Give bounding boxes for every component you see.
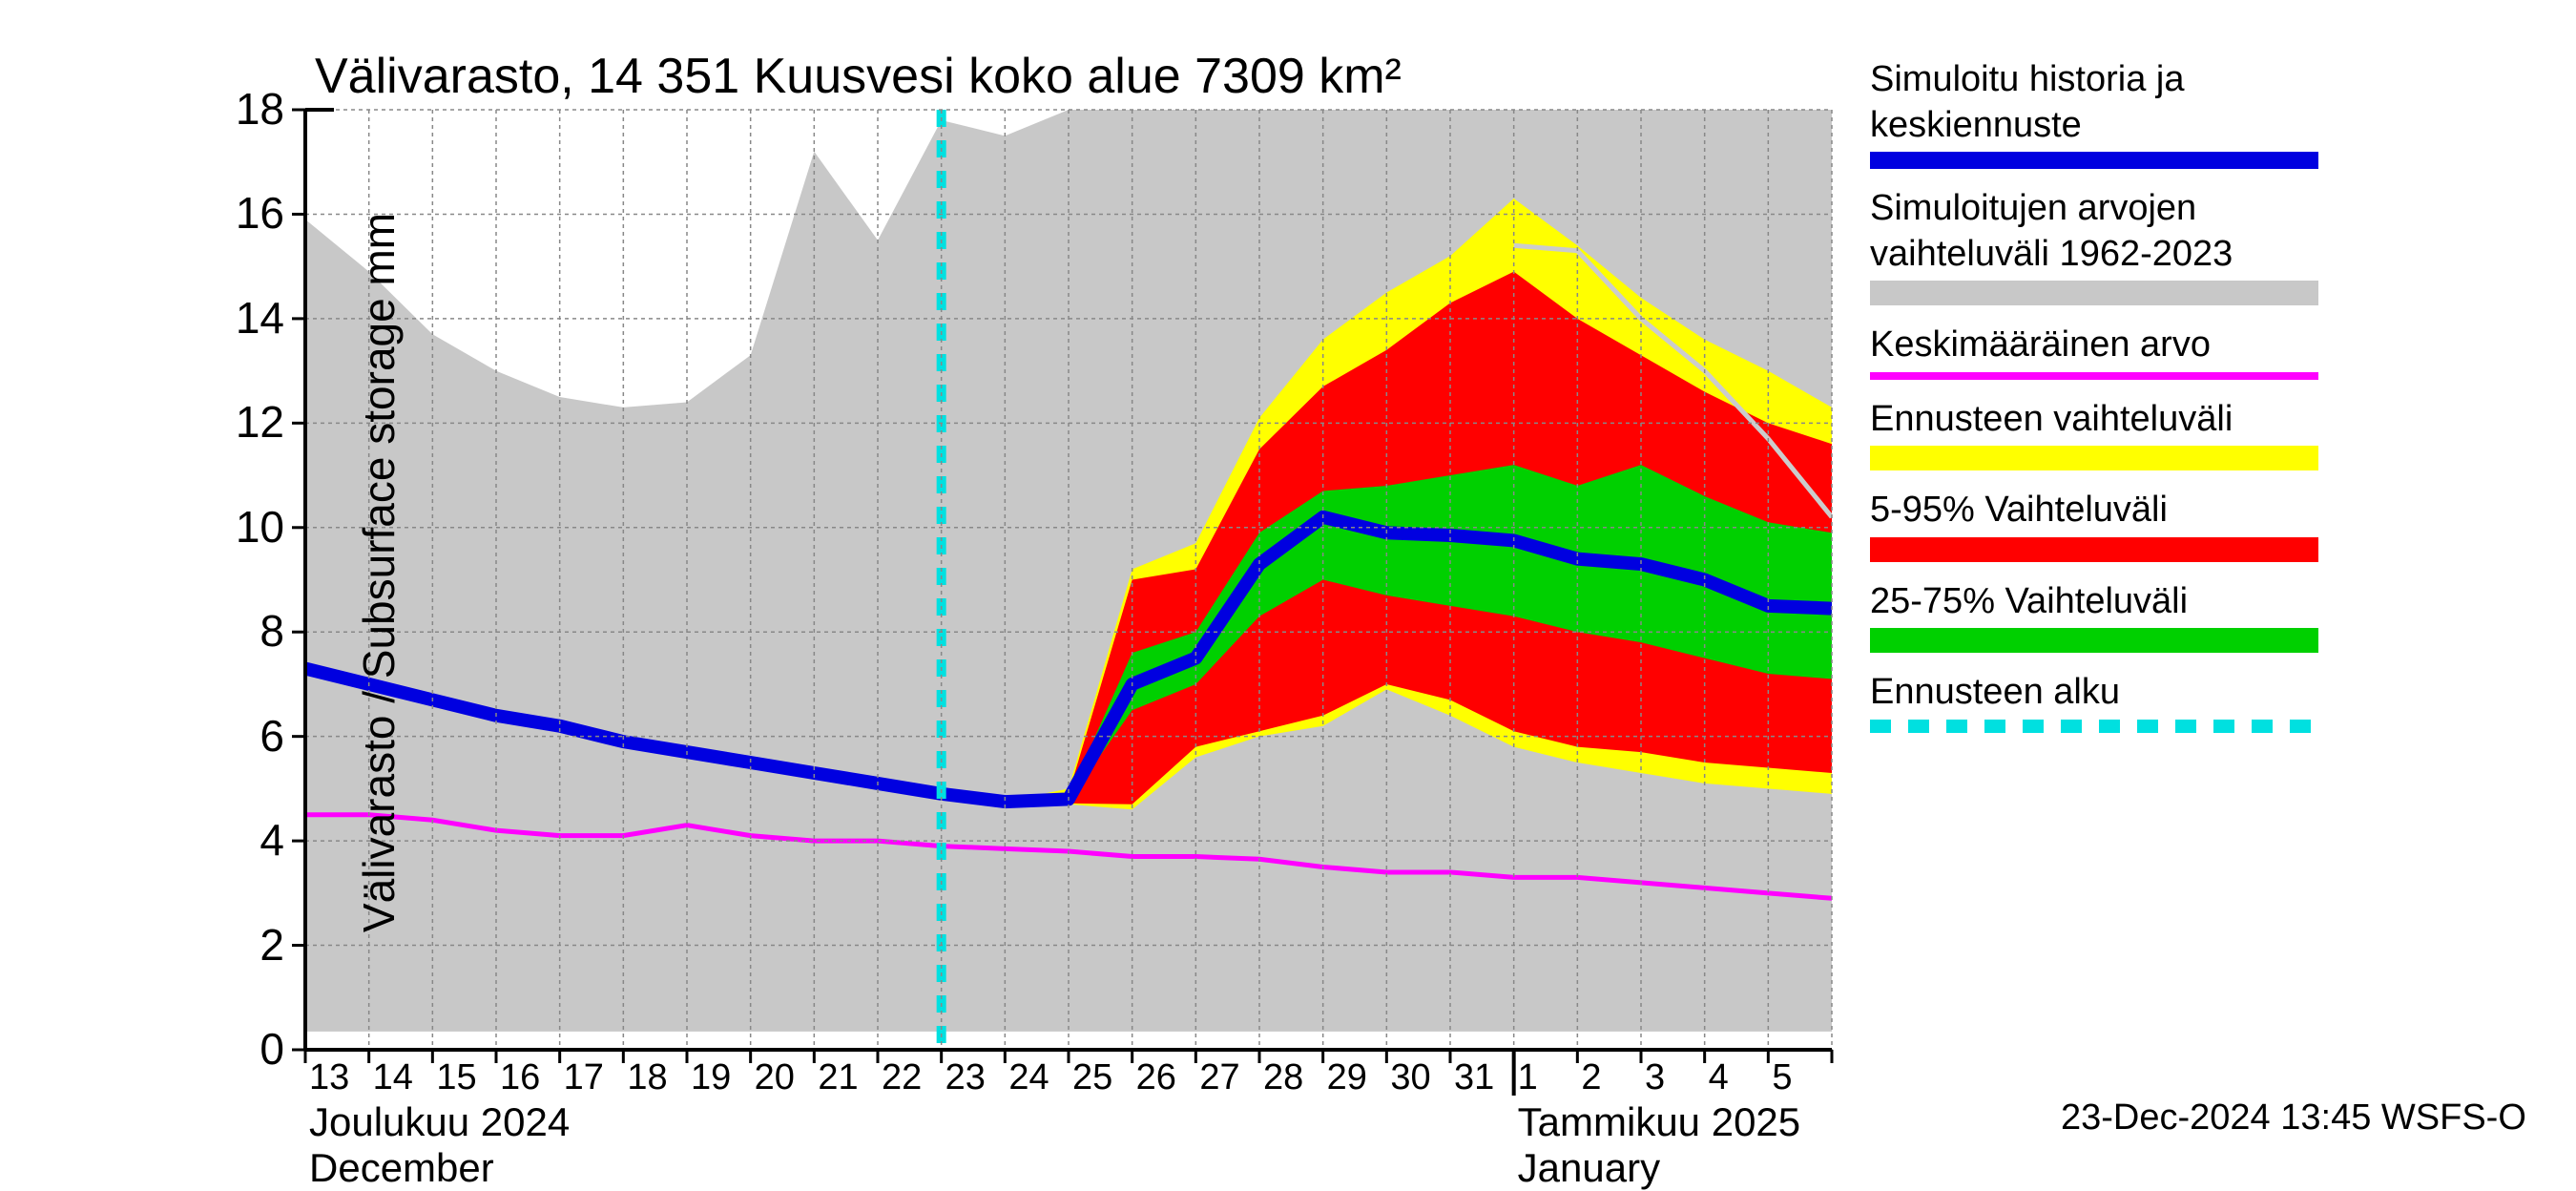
y-tick: 8 <box>260 605 284 657</box>
legend-label: Keskimääräinen arvo <box>1870 323 2318 368</box>
legend-label: Ennusteen alku <box>1870 670 2318 716</box>
legend-entry: Simuloitujen arvojenvaihteluväli 1962-20… <box>1870 186 2318 305</box>
x-tick: 26 <box>1136 1057 1176 1098</box>
legend-label: vaihteluväli 1962-2023 <box>1870 232 2318 278</box>
legend-entry: 25-75% Vaihteluväli <box>1870 579 2318 654</box>
y-tick: 10 <box>236 501 284 553</box>
y-tick: 18 <box>236 83 284 135</box>
chart-container: Välivarasto / Subsurface storage mm Väli… <box>0 0 2576 1145</box>
y-tick: 14 <box>236 292 284 344</box>
month-label-en: January <box>1518 1145 1660 1191</box>
x-tick: 2 <box>1581 1057 1601 1098</box>
x-tick: 20 <box>755 1057 795 1098</box>
legend-entry: 5-95% Vaihteluväli <box>1870 488 2318 562</box>
legend: Simuloitu historia jakeskiennusteSimuloi… <box>1870 57 2318 750</box>
legend-label: 25-75% Vaihteluväli <box>1870 579 2318 625</box>
legend-swatch <box>1870 372 2318 380</box>
legend-swatch <box>1870 720 2318 733</box>
x-tick: 13 <box>309 1057 349 1098</box>
legend-swatch <box>1870 446 2318 470</box>
y-tick: 6 <box>260 710 284 762</box>
legend-entry: Ennusteen vaihteluväli <box>1870 397 2318 471</box>
x-tick: 3 <box>1645 1057 1665 1098</box>
y-axis-title: Välivarasto / Subsurface storage mm <box>353 213 405 932</box>
x-tick: 16 <box>500 1057 540 1098</box>
legend-entry: Simuloitu historia jakeskiennuste <box>1870 57 2318 169</box>
legend-entry: Ennusteen alku <box>1870 670 2318 733</box>
y-tick: 4 <box>260 814 284 866</box>
x-tick: 4 <box>1709 1057 1729 1098</box>
x-tick: 15 <box>436 1057 476 1098</box>
legend-swatch <box>1870 281 2318 305</box>
x-tick: 17 <box>564 1057 604 1098</box>
x-tick: 28 <box>1263 1057 1303 1098</box>
x-tick: 31 <box>1454 1057 1494 1098</box>
x-tick: 29 <box>1327 1057 1367 1098</box>
x-tick: 19 <box>691 1057 731 1098</box>
legend-entry: Keskimääräinen arvo <box>1870 323 2318 380</box>
legend-swatch <box>1870 152 2318 169</box>
y-tick: 12 <box>236 396 284 448</box>
x-tick: 23 <box>945 1057 986 1098</box>
y-tick: 2 <box>260 919 284 971</box>
legend-label: Simuloitu historia ja <box>1870 57 2318 103</box>
legend-swatch <box>1870 628 2318 653</box>
x-tick: 22 <box>882 1057 922 1098</box>
chart-title: Välivarasto, 14 351 Kuusvesi koko alue 7… <box>315 48 1402 105</box>
legend-swatch <box>1870 537 2318 562</box>
x-tick: 25 <box>1072 1057 1112 1098</box>
x-tick: 21 <box>818 1057 858 1098</box>
x-tick: 18 <box>627 1057 667 1098</box>
y-tick: 16 <box>236 187 284 239</box>
x-tick: 27 <box>1199 1057 1239 1098</box>
footer-timestamp: 23-Dec-2024 13:45 WSFS-O <box>2061 1097 2526 1139</box>
month-label-en: December <box>309 1145 494 1191</box>
x-tick: 14 <box>373 1057 413 1098</box>
legend-label: keskiennuste <box>1870 103 2318 149</box>
x-tick: 24 <box>1008 1057 1049 1098</box>
x-tick: 30 <box>1390 1057 1430 1098</box>
legend-label: 5-95% Vaihteluväli <box>1870 488 2318 533</box>
month-label-fi: Joulukuu 2024 <box>309 1099 570 1145</box>
x-tick: 1 <box>1518 1057 1538 1098</box>
month-label-fi: Tammikuu 2025 <box>1518 1099 1800 1145</box>
legend-label: Simuloitujen arvojen <box>1870 186 2318 232</box>
legend-label: Ennusteen vaihteluväli <box>1870 397 2318 443</box>
x-tick: 5 <box>1772 1057 1792 1098</box>
y-tick: 0 <box>260 1023 284 1075</box>
